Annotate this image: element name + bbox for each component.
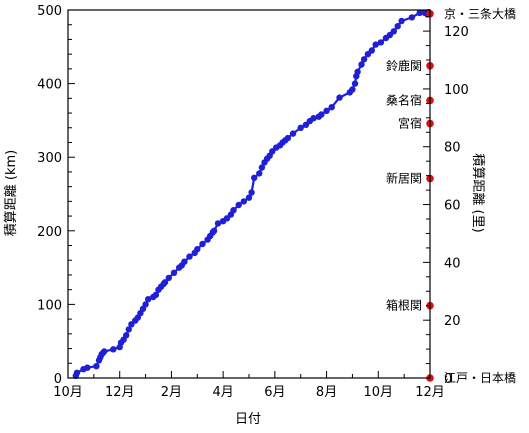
station-label: 宮宿 bbox=[398, 116, 422, 131]
distance-point bbox=[256, 170, 263, 177]
distance-point bbox=[245, 194, 253, 201]
distance-point bbox=[142, 301, 149, 308]
distance-point bbox=[323, 107, 330, 115]
x-tick-label: 10月 bbox=[364, 385, 394, 400]
distance-point bbox=[181, 258, 188, 265]
distance-point bbox=[358, 61, 365, 68]
x-tick-label: 2月 bbox=[161, 385, 182, 400]
distance-point bbox=[161, 279, 169, 286]
distance-point bbox=[152, 291, 160, 298]
x-tick-label: 6月 bbox=[264, 385, 285, 400]
y-left-tick-label: 0 bbox=[54, 372, 62, 387]
x-tick-label: 4月 bbox=[213, 385, 234, 400]
distance-point bbox=[284, 134, 291, 142]
station-label: 桑名宿 bbox=[386, 92, 422, 107]
y-right-tick-label: 0 bbox=[444, 372, 452, 387]
distance-point bbox=[110, 346, 117, 353]
distance-point bbox=[73, 369, 81, 376]
distance-point bbox=[123, 332, 130, 339]
station-label: 江戸・日本橋 bbox=[444, 371, 516, 385]
y-left-tick-label: 100 bbox=[37, 298, 62, 313]
station-label: 鈴鹿関 bbox=[386, 58, 422, 73]
distance-point bbox=[214, 220, 222, 227]
distance-point bbox=[368, 47, 375, 54]
station-label: 京・三条大橋 bbox=[444, 7, 516, 21]
distance-point bbox=[145, 296, 152, 303]
distance-point bbox=[372, 41, 379, 48]
distance-point bbox=[289, 130, 297, 137]
distance-point bbox=[354, 68, 361, 76]
x-tick-label: 12月 bbox=[105, 385, 135, 400]
distance-point bbox=[170, 269, 178, 276]
distance-point bbox=[186, 253, 193, 260]
y-left-tick-label: 400 bbox=[37, 78, 62, 93]
station-label: 新居関 bbox=[386, 171, 422, 186]
distance-point bbox=[360, 56, 368, 63]
x-axis-label: 日付 bbox=[235, 412, 261, 427]
y-left-tick-label: 200 bbox=[37, 225, 62, 240]
distance-point bbox=[394, 23, 401, 30]
y-right-tick-label: 60 bbox=[444, 199, 461, 214]
distance-point bbox=[248, 189, 255, 196]
y-left-tick-label: 300 bbox=[37, 151, 62, 166]
distance-point bbox=[408, 14, 416, 21]
distance-point bbox=[398, 17, 405, 25]
distance-point bbox=[125, 326, 132, 333]
y-axis-right-label: 積算距離 (里) bbox=[470, 153, 485, 232]
distance-point bbox=[258, 164, 266, 171]
distance-point bbox=[194, 246, 201, 253]
y-right-tick-label: 20 bbox=[444, 314, 461, 329]
x-tick-label: 12月 bbox=[415, 385, 445, 400]
distance-point bbox=[390, 28, 397, 35]
distance-point bbox=[165, 274, 172, 282]
distance-point bbox=[351, 80, 359, 87]
y-left-tick-label: 500 bbox=[37, 4, 62, 19]
distance-point bbox=[349, 86, 356, 93]
distance-point bbox=[240, 198, 247, 205]
station-label: 箱根関 bbox=[386, 298, 422, 313]
x-tick-label: 8月 bbox=[316, 385, 337, 400]
y-right-tick-label: 80 bbox=[444, 141, 461, 156]
distance-point bbox=[251, 174, 258, 181]
distance-point bbox=[93, 363, 100, 370]
distance-point bbox=[199, 240, 206, 248]
y-right-tick-label: 100 bbox=[444, 83, 469, 98]
y-right-tick-label: 40 bbox=[444, 256, 461, 271]
y-axis-left-label: 積算距離 (km) bbox=[4, 150, 19, 236]
distance-point bbox=[416, 9, 423, 17]
distance-point bbox=[101, 348, 108, 355]
distance-point bbox=[84, 364, 91, 371]
distance-point bbox=[336, 94, 343, 101]
distance-point bbox=[318, 111, 325, 118]
distance-point bbox=[297, 124, 304, 131]
x-tick-label: 10月 bbox=[53, 385, 83, 400]
distance-point bbox=[210, 227, 218, 234]
distance-point bbox=[328, 104, 335, 111]
distance-point bbox=[377, 39, 385, 46]
distance-point bbox=[230, 207, 237, 214]
distance-point bbox=[235, 201, 242, 209]
y-right-tick-label: 120 bbox=[444, 25, 469, 40]
distance-point bbox=[310, 115, 317, 122]
